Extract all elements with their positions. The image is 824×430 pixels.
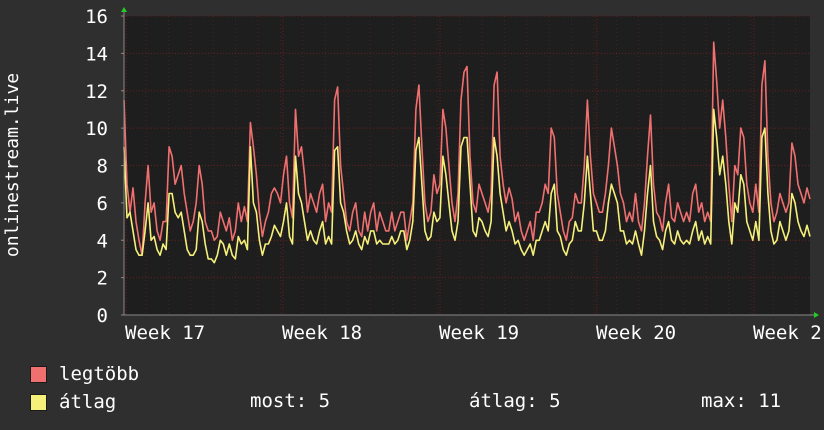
legend-item-max: legtöbb xyxy=(30,362,139,386)
x-tick-label: Week 19 xyxy=(439,322,519,344)
axes xyxy=(121,7,819,318)
y-tick-label: 10 xyxy=(85,118,108,140)
series-line-avg xyxy=(123,108,811,264)
series-line-max xyxy=(123,41,811,256)
y-tick-labels: 0 2 4 6 8 10 12 14 16 xyxy=(85,6,108,327)
y-tick-label: 16 xyxy=(85,6,108,28)
y-tick-label: 8 xyxy=(97,156,108,178)
y-tick-label: 4 xyxy=(97,230,108,252)
y-tick-label: 6 xyxy=(97,193,108,215)
legend-swatch-max xyxy=(30,365,47,383)
y-tick-label: 2 xyxy=(97,268,108,290)
legend-label-avg: átlag xyxy=(59,391,117,413)
x-tick-label: Week 18 xyxy=(282,322,362,344)
x-tick-label: Week 2 xyxy=(753,322,822,344)
y-tick-label: 0 xyxy=(97,305,108,327)
x-tick-label: Week 20 xyxy=(596,322,676,344)
y-tick-label: 12 xyxy=(85,81,108,103)
legend-label-max: legtöbb xyxy=(59,363,140,385)
stat-average: átlag: 5 xyxy=(469,390,561,412)
y-axis-arrow xyxy=(121,7,127,12)
series-group xyxy=(123,41,811,264)
y-tick-label: 14 xyxy=(85,43,108,65)
stat-max: max: 11 xyxy=(701,390,782,412)
x-tick-labels: Week 17 Week 18 Week 19 Week 20 Week 2 xyxy=(125,322,822,344)
legend-swatch-avg xyxy=(30,393,47,411)
stat-now: most: 5 xyxy=(250,390,331,412)
legend-item-avg: átlag xyxy=(30,390,116,414)
x-axis-arrow xyxy=(814,312,819,318)
y-axis-label: onlinestream.live xyxy=(2,73,23,257)
x-tick-label: Week 17 xyxy=(125,322,205,344)
